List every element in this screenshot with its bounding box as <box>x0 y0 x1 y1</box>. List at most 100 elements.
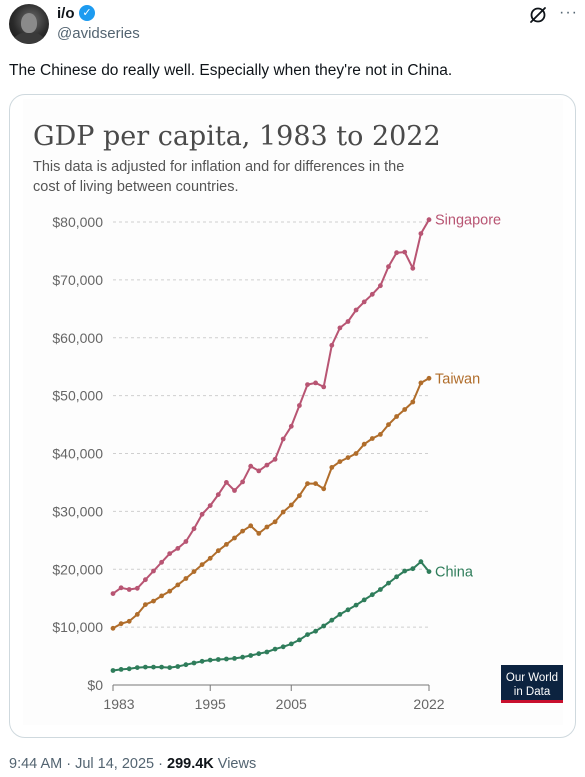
data-point-taiwan <box>410 399 416 405</box>
data-point-singapore <box>386 264 391 269</box>
data-point-singapore <box>426 217 432 223</box>
data-point-singapore <box>305 382 310 387</box>
data-point-china <box>207 657 213 663</box>
data-point-china <box>297 637 302 643</box>
series-line-taiwan <box>112 377 430 630</box>
views-count: 299.4K <box>167 756 214 772</box>
data-point-china <box>418 559 424 565</box>
data-point-singapore <box>264 462 270 468</box>
data-point-singapore <box>232 488 237 493</box>
data-point-china <box>410 566 416 572</box>
data-point-china <box>394 574 399 580</box>
y-tick-label: $50,000 <box>52 388 103 404</box>
verified-badge-icon: ✓ <box>79 5 95 21</box>
chart-title: GDP per capita, 1983 to 2022 <box>33 121 441 152</box>
data-point-taiwan <box>151 598 156 604</box>
data-point-china <box>321 623 327 629</box>
data-point-singapore <box>321 384 327 390</box>
x-tick-label: 1983 <box>103 696 134 712</box>
data-point-china <box>248 653 254 658</box>
data-point-taiwan <box>297 493 302 499</box>
x-tick-label: 2005 <box>276 696 307 712</box>
data-point-singapore <box>410 265 416 271</box>
tweet-meta: 9:44 AM · Jul 14, 2025 · 299.4K Views <box>9 756 256 772</box>
data-point-taiwan <box>175 582 181 588</box>
data-point-taiwan <box>402 407 408 412</box>
data-point-taiwan <box>110 625 116 631</box>
data-point-taiwan <box>207 555 213 561</box>
meta-separator: · <box>154 756 167 772</box>
data-point-taiwan <box>143 602 148 607</box>
data-point-china <box>191 660 197 666</box>
data-point-singapore <box>215 492 221 497</box>
data-point-taiwan <box>232 535 237 541</box>
data-point-singapore <box>378 283 383 289</box>
data-point-china <box>329 617 335 623</box>
data-point-singapore <box>207 503 213 508</box>
data-point-china <box>175 664 181 669</box>
data-point-china <box>199 658 205 664</box>
axes: $0 $10,000 $20,000 $30,000 $40,000 $50,000 $60… <box>52 214 444 712</box>
data-point-taiwan <box>215 548 221 554</box>
data-point-china <box>313 628 318 634</box>
author-name[interactable]: i/o <box>57 5 75 22</box>
data-point-taiwan <box>418 380 424 386</box>
series-line-singapore <box>112 219 430 595</box>
data-point-china <box>240 654 246 660</box>
data-point-singapore <box>143 577 148 583</box>
series-labels: Singapore Taiwan China <box>435 213 501 581</box>
data-point-china <box>167 665 173 670</box>
series-label-singapore: Singapore <box>435 213 501 229</box>
data-point-singapore <box>345 319 351 324</box>
data-point-taiwan <box>345 455 351 460</box>
data-point-taiwan <box>305 481 310 486</box>
data-point-singapore <box>272 456 278 462</box>
owid-logo[interactable]: Our World in Data <box>501 665 563 703</box>
data-point-china <box>280 644 286 650</box>
data-point-singapore <box>297 403 302 408</box>
grok-icon[interactable] <box>528 5 548 25</box>
more-icon[interactable]: ··· <box>559 4 578 21</box>
data-point-taiwan <box>386 422 391 427</box>
y-tick-label: $60,000 <box>52 330 103 346</box>
author-handle[interactable]: @avidseries <box>57 25 140 42</box>
data-point-singapore <box>159 559 165 565</box>
data-point-singapore <box>248 463 254 469</box>
data-point-singapore <box>175 546 181 551</box>
series-label-china: China <box>435 565 474 581</box>
data-point-china <box>361 597 367 603</box>
tweet-date[interactable]: Jul 14, 2025 <box>75 756 155 772</box>
y-tick-label: $30,000 <box>52 503 103 519</box>
y-tick-label: $10,000 <box>52 619 103 635</box>
meta-separator: · <box>62 756 76 772</box>
media-card[interactable]: GDP per capita, 1983 to 2022 This data i… <box>9 94 576 738</box>
data-point-singapore <box>361 299 367 305</box>
data-point-china <box>232 656 237 661</box>
owid-logo-line1: Our World <box>506 672 558 684</box>
data-point-china <box>386 580 391 586</box>
data-point-china <box>353 602 359 608</box>
data-point-china <box>256 651 262 657</box>
avatar[interactable] <box>9 4 49 44</box>
data-point-taiwan <box>337 459 343 464</box>
chart-container: GDP per capita, 1983 to 2022 This data i… <box>23 99 563 725</box>
data-point-taiwan <box>199 562 205 567</box>
tweet-text: The Chinese do really well. Especially w… <box>9 62 453 79</box>
data-point-singapore <box>394 250 399 256</box>
data-point-singapore <box>418 231 424 237</box>
series-label-taiwan: Taiwan <box>435 371 480 387</box>
data-point-china <box>159 664 165 670</box>
data-point-china <box>288 641 294 647</box>
y-tick-label: $70,000 <box>52 272 103 288</box>
data-point-singapore <box>329 342 335 348</box>
data-point-china <box>134 665 140 670</box>
data-point-taiwan <box>118 621 124 627</box>
y-tick-label: $0 <box>87 677 103 693</box>
tweet-time[interactable]: 9:44 AM <box>9 756 63 772</box>
data-point-china <box>215 657 221 662</box>
avatar-shoulders <box>13 32 45 44</box>
data-point-taiwan <box>248 523 254 529</box>
data-point-singapore <box>110 591 116 596</box>
y-tick-label: $40,000 <box>52 446 103 462</box>
data-point-china <box>378 587 383 592</box>
